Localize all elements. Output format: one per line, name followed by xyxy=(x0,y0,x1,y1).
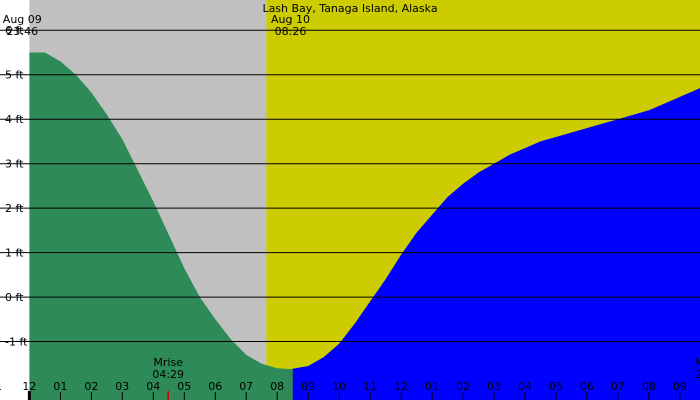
top-time-label: 23:46 xyxy=(6,25,38,38)
hour-label: 07 xyxy=(611,380,625,393)
hour-label: 09 xyxy=(673,380,687,393)
hour-label: 05 xyxy=(177,380,191,393)
hour-label: 09 xyxy=(301,380,315,393)
hour-label: 01 xyxy=(425,380,439,393)
hour-label: 10 xyxy=(332,380,346,393)
y-tick-label: 6 ft xyxy=(5,24,24,37)
hour-label: 12 xyxy=(22,380,36,393)
hour-label: 02 xyxy=(456,380,470,393)
hour-label: 03 xyxy=(115,380,129,393)
hour-label: 11 xyxy=(363,380,377,393)
hour-label: 04 xyxy=(146,380,160,393)
midnight-tick xyxy=(27,391,31,400)
hour-labels: 1 12 01 02 03 04 05 06 07 08 09 10 11 12 01 02 03 04 05 06 0… xyxy=(0,380,687,400)
hour-label: 08 xyxy=(642,380,656,393)
hour-label: 06 xyxy=(208,380,222,393)
grid-layer xyxy=(0,29,700,342)
y-tick-label: 2 ft xyxy=(5,202,24,215)
hour-label: 01 xyxy=(53,380,67,393)
tide-area-after xyxy=(292,88,700,400)
tide-area-before xyxy=(29,52,293,400)
chart-title: Lash Bay, Tanaga Island, Alaska xyxy=(262,2,437,15)
bottom-event-time: 21 xyxy=(695,368,700,381)
bottom-event-time: 04:29 xyxy=(152,368,184,381)
y-tick-labels: 6 ft 5 ft 4 ft 3 ft 2 ft 1 ft 0 ft -1 ft xyxy=(5,24,28,348)
y-tick-label: 4 ft xyxy=(5,113,24,126)
top-date-label: Aug 10 xyxy=(271,13,310,26)
y-tick-label: 0 ft xyxy=(5,291,24,304)
hour-label: 07 xyxy=(239,380,253,393)
hour-label: 03 xyxy=(487,380,501,393)
hour-label: 06 xyxy=(580,380,594,393)
hour-label: 05 xyxy=(549,380,563,393)
y-tick-label: 3 ft xyxy=(5,158,24,171)
hour-label: 08 xyxy=(270,380,284,393)
hour-label: 12 xyxy=(394,380,408,393)
bottom-event-label: Mrise xyxy=(153,356,183,369)
hour-label: 1 xyxy=(0,380,2,393)
y-tick-label: 1 ft xyxy=(5,247,24,260)
y-tick-label: 5 ft xyxy=(5,69,24,82)
bottom-event-label: M xyxy=(695,356,700,369)
no-data-margin xyxy=(0,0,30,400)
hour-label: 04 xyxy=(518,380,532,393)
hour-label: 02 xyxy=(84,380,98,393)
y-tick-label: -1 ft xyxy=(5,336,28,349)
top-date-label: Aug 09 xyxy=(3,13,42,26)
top-time-label: 08:26 xyxy=(275,25,307,38)
tide-area-layer xyxy=(29,52,700,400)
